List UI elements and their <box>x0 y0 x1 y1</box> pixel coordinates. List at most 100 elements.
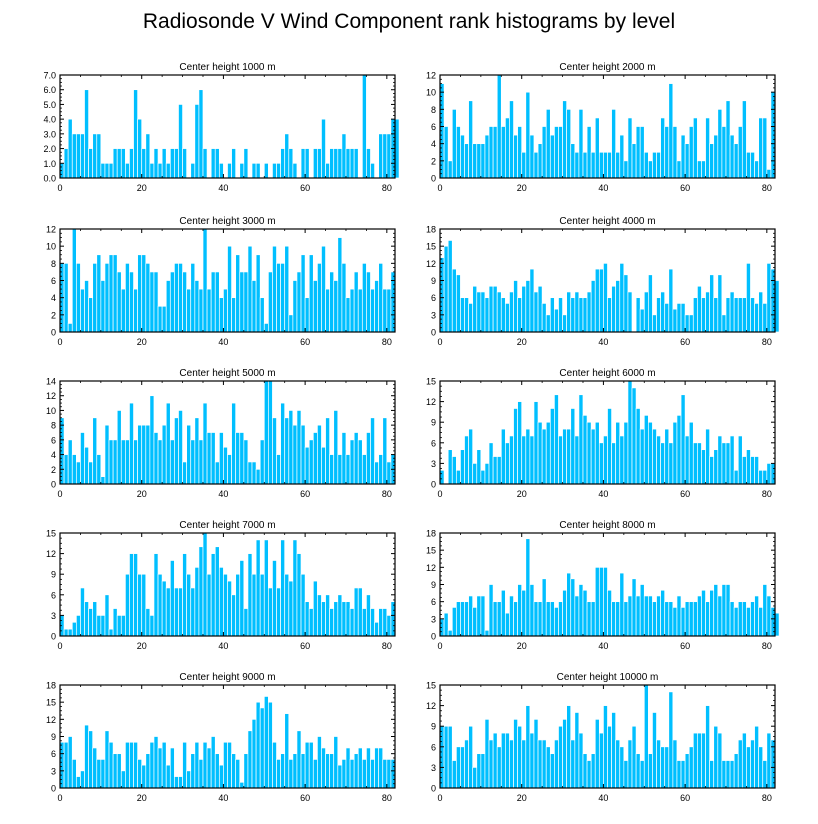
histogram-bar <box>692 601 698 637</box>
histogram-bar <box>460 134 465 179</box>
histogram-bar <box>63 148 69 179</box>
histogram-bar <box>578 297 584 333</box>
histogram-bar <box>525 91 531 179</box>
histogram-bar <box>63 741 69 789</box>
histogram-bar <box>541 428 547 485</box>
histogram-bar <box>194 280 200 333</box>
histogram-bar <box>443 725 449 789</box>
histogram-bar <box>329 271 335 333</box>
histogram-bar <box>558 297 563 333</box>
histogram-bar <box>582 414 588 485</box>
histogram-bar <box>361 608 367 637</box>
histogram-bar <box>664 303 670 333</box>
histogram-bar <box>194 104 200 179</box>
histogram-bar <box>67 323 73 333</box>
histogram-bar <box>762 584 768 637</box>
histogram-bar <box>509 739 514 789</box>
histogram-bar <box>586 760 592 789</box>
histogram-bar <box>231 594 237 637</box>
histogram-bar <box>660 442 666 485</box>
histogram-bar <box>598 151 604 179</box>
histogram-bar <box>255 701 261 789</box>
histogram-bar <box>312 759 318 789</box>
histogram-bar <box>223 573 228 637</box>
histogram-panel: Center height 5000 m 0 2 4 6 8 10 12 14 0 20 40 60 80 <box>46 368 396 499</box>
histogram-bar <box>439 469 445 485</box>
histogram-bar <box>108 439 114 485</box>
histogram-bar <box>623 601 629 637</box>
histogram-bar <box>488 584 494 637</box>
histogram-bar <box>255 468 261 485</box>
histogram-bar <box>680 394 686 485</box>
histogram-bar <box>312 148 318 179</box>
y-tick-label: 12 <box>46 549 56 559</box>
histogram-bar <box>505 612 510 637</box>
histogram-bar <box>112 439 118 485</box>
histogram-bar <box>668 601 674 637</box>
histogram-bar <box>484 297 490 333</box>
x-tick-label: 80 <box>382 793 392 803</box>
histogram-bar <box>133 741 138 789</box>
histogram-bar <box>627 291 633 333</box>
x-tick-label: 20 <box>517 489 527 499</box>
x-tick-label: 80 <box>382 337 392 347</box>
histogram-bar <box>268 587 273 637</box>
histogram-bar <box>161 148 167 179</box>
histogram-bar <box>545 601 551 637</box>
histogram-bar <box>476 753 482 789</box>
histogram-bar <box>370 288 375 333</box>
histogram-bar <box>615 421 621 485</box>
histogram-bar <box>382 417 388 485</box>
histogram-bar <box>161 305 167 333</box>
histogram-bar <box>594 718 600 789</box>
histogram-bar <box>321 118 326 179</box>
y-tick-label: 6 <box>431 438 436 448</box>
histogram-bar <box>194 417 200 485</box>
x-tick-label: 0 <box>437 489 442 499</box>
y-tick-label: 9 <box>431 418 436 428</box>
y-tick-label: 15 <box>426 546 436 556</box>
histogram-bar <box>545 314 551 333</box>
histogram-bar <box>635 408 641 485</box>
histogram-bar <box>754 303 760 333</box>
histogram-bar <box>182 148 187 179</box>
histogram-bar <box>378 454 384 485</box>
y-tick-label: 12 <box>46 391 56 401</box>
histogram-bar <box>672 421 678 485</box>
histogram-bar <box>754 160 760 179</box>
histogram-bar <box>733 607 739 637</box>
x-tick-label: 20 <box>517 641 527 651</box>
histogram-bar <box>733 143 739 179</box>
histogram-bar <box>129 553 134 637</box>
y-tick-label: 9 <box>431 722 436 732</box>
histogram-bar <box>729 760 735 789</box>
histogram-bar <box>705 428 710 485</box>
histogram-bar <box>537 601 543 637</box>
histogram-bar <box>533 151 539 179</box>
y-tick-label: 6 <box>431 597 436 607</box>
histogram-bar <box>317 736 322 789</box>
histogram-bar <box>120 439 126 485</box>
histogram-panel: Center height 1000 m 0.0 1.0 2.0 3.0 4.0 5.0 6.… <box>43 62 400 193</box>
histogram-bar <box>133 439 138 485</box>
histogram-bar <box>721 442 727 485</box>
histogram-bar <box>549 601 555 637</box>
histogram-bar <box>537 285 543 333</box>
histogram-bar <box>394 118 400 179</box>
histogram-bar <box>578 108 584 179</box>
histogram-bar <box>165 587 171 637</box>
histogram-bar <box>116 410 122 485</box>
histogram-bar <box>247 730 253 789</box>
histogram-bar <box>84 89 89 179</box>
histogram-bar <box>125 262 130 333</box>
histogram-bar <box>67 628 73 637</box>
histogram-bar <box>549 753 555 789</box>
histogram-bar <box>594 566 600 637</box>
histogram-bar <box>300 424 306 485</box>
histogram-bar <box>227 162 232 179</box>
histogram-bar <box>570 739 576 789</box>
histogram-bar <box>353 271 359 333</box>
histogram-bar <box>125 439 130 485</box>
panel-title: Center height 1000 m <box>179 62 275 73</box>
histogram-bar <box>668 83 674 179</box>
